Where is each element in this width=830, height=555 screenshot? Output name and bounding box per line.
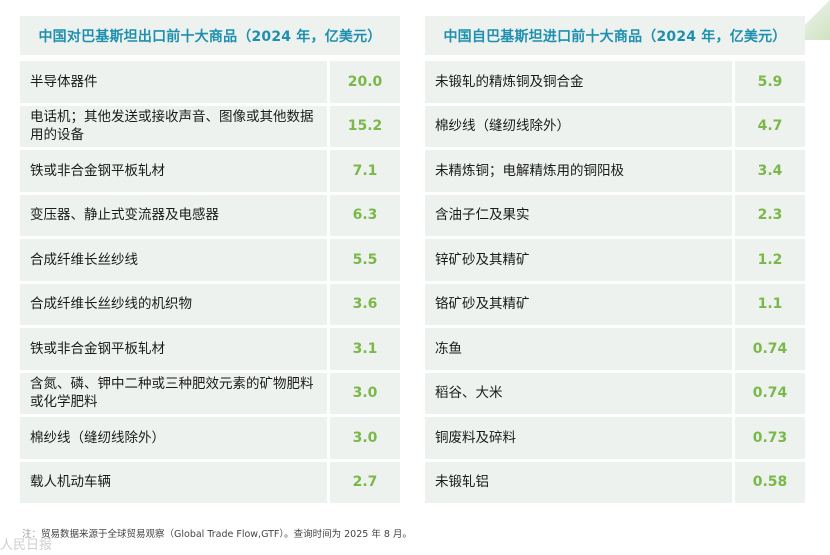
- item-name: 稻谷、大米: [425, 372, 732, 414]
- item-value: 5.9: [735, 61, 805, 103]
- item-name: 未精炼铜；电解精炼用的铜阳极: [425, 150, 732, 192]
- item-value: 0.58: [735, 461, 805, 503]
- item-name: 棉纱线（缝纫线除外）: [425, 105, 732, 147]
- item-name: 铁或非合金钢平板轧材: [20, 150, 327, 192]
- table-row: 含油子仁及果实 2.3: [425, 194, 805, 236]
- item-value: 1.1: [735, 283, 805, 325]
- item-value: 7.1: [330, 150, 400, 192]
- item-value: 3.0: [330, 417, 400, 459]
- item-name: 含氮、磷、钾中二种或三种肥效元素的矿物肥料或化学肥料: [20, 372, 327, 414]
- footnote-text: 贸易数据来源于全球贸易观察（Global Trade Flow,GTF）。查询时…: [41, 529, 412, 540]
- item-value: 1.2: [735, 239, 805, 281]
- table-row: 含氮、磷、钾中二种或三种肥效元素的矿物肥料或化学肥料 3.0: [20, 372, 400, 414]
- export-table-body: 半导体器件 20.0 电话机；其他发送或接收声音、图像或其他数据用的设备 15.2 …: [20, 61, 400, 503]
- item-value: 5.5: [330, 239, 400, 281]
- item-value: 2.3: [735, 194, 805, 236]
- table-row: 棉纱线（缝纫线除外） 4.7: [425, 105, 805, 147]
- table-row: 铁或非合金钢平板轧材 7.1: [20, 150, 400, 192]
- item-value: 2.7: [330, 461, 400, 503]
- item-name: 电话机；其他发送或接收声音、图像或其他数据用的设备: [20, 105, 327, 147]
- item-name: 半导体器件: [20, 61, 327, 103]
- item-value: 0.74: [735, 328, 805, 370]
- item-value: 0.74: [735, 372, 805, 414]
- table-row: 未锻轧的精炼铜及铜合金 5.9: [425, 61, 805, 103]
- item-value: 3.6: [330, 283, 400, 325]
- import-table-title: 中国自巴基斯坦进口前十大商品（2024 年，亿美元）: [425, 16, 805, 55]
- item-name: 棉纱线（缝纫线除外）: [20, 417, 327, 459]
- table-row: 铬矿砂及其精矿 1.1: [425, 283, 805, 325]
- item-name: 合成纤维长丝纱线: [20, 239, 327, 281]
- item-name: 铬矿砂及其精矿: [425, 283, 732, 325]
- item-value: 3.4: [735, 150, 805, 192]
- export-table-title: 中国对巴基斯坦出口前十大商品（2024 年，亿美元）: [20, 16, 400, 55]
- table-row: 半导体器件 20.0: [20, 61, 400, 103]
- item-name: 锌矿砂及其精矿: [425, 239, 732, 281]
- item-value: 15.2: [330, 105, 400, 147]
- table-row: 铁或非合金钢平板轧材 3.1: [20, 328, 400, 370]
- item-value: 3.0: [330, 372, 400, 414]
- table-row: 合成纤维长丝纱线 5.5: [20, 239, 400, 281]
- table-row: 变压器、静止式变流器及电感器 6.3: [20, 194, 400, 236]
- table-row: 稻谷、大米 0.74: [425, 372, 805, 414]
- item-name: 变压器、静止式变流器及电感器: [20, 194, 327, 236]
- item-value: 20.0: [330, 61, 400, 103]
- import-table: 中国自巴基斯坦进口前十大商品（2024 年，亿美元） 未锻轧的精炼铜及铜合金 5.…: [425, 16, 805, 506]
- item-name: 铁或非合金钢平板轧材: [20, 328, 327, 370]
- import-table-body: 未锻轧的精炼铜及铜合金 5.9 棉纱线（缝纫线除外） 4.7 未精炼铜；电解精炼用的…: [425, 61, 805, 503]
- item-name: 铜废料及碎料: [425, 417, 732, 459]
- item-value: 6.3: [330, 194, 400, 236]
- table-row: 载人机动车辆 2.7: [20, 461, 400, 503]
- table-row: 铜废料及碎料 0.73: [425, 417, 805, 459]
- item-name: 载人机动车辆: [20, 461, 327, 503]
- export-table: 中国对巴基斯坦出口前十大商品（2024 年，亿美元） 半导体器件 20.0 电话机…: [20, 16, 400, 506]
- item-value: 3.1: [330, 328, 400, 370]
- table-row: 未精炼铜；电解精炼用的铜阳极 3.4: [425, 150, 805, 192]
- item-name: 合成纤维长丝纱线的机织物: [20, 283, 327, 325]
- table-row: 棉纱线（缝纫线除外） 3.0: [20, 417, 400, 459]
- table-row: 冻鱼 0.74: [425, 328, 805, 370]
- watermark: 人民日报: [0, 538, 53, 553]
- item-value: 4.7: [735, 105, 805, 147]
- item-name: 未锻轧铝: [425, 461, 732, 503]
- item-value: 0.73: [735, 417, 805, 459]
- table-row: 锌矿砂及其精矿 1.2: [425, 239, 805, 281]
- table-row: 未锻轧铝 0.58: [425, 461, 805, 503]
- footnote: 注：贸易数据来源于全球贸易观察（Global Trade Flow,GTF）。查…: [22, 526, 412, 540]
- item-name: 含油子仁及果实: [425, 194, 732, 236]
- table-row: 电话机；其他发送或接收声音、图像或其他数据用的设备 15.2: [20, 105, 400, 147]
- footnote-label: 注：: [22, 529, 42, 540]
- item-name: 冻鱼: [425, 328, 732, 370]
- item-name: 未锻轧的精炼铜及铜合金: [425, 61, 732, 103]
- table-row: 合成纤维长丝纱线的机织物 3.6: [20, 283, 400, 325]
